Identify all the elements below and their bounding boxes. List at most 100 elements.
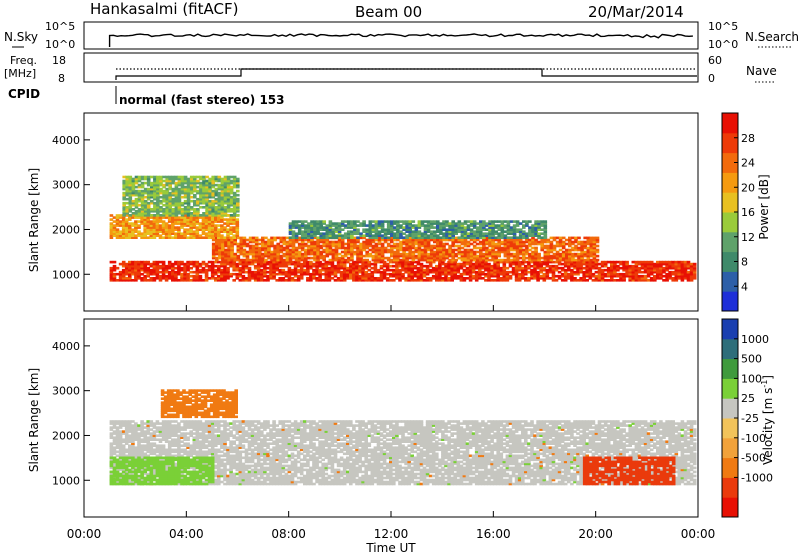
range-time-cell xyxy=(143,466,147,470)
range-time-cell xyxy=(192,232,197,235)
range-time-cell xyxy=(146,422,150,425)
range-time-cell xyxy=(347,250,351,254)
range-time-cell xyxy=(195,272,200,276)
range-time-cell xyxy=(448,226,452,229)
range-time-cell xyxy=(183,262,187,266)
range-time-cell xyxy=(143,212,148,215)
range-time-cell xyxy=(475,232,480,235)
range-time-cell xyxy=(537,234,541,237)
range-time-cell xyxy=(466,242,471,246)
range-time-cell xyxy=(310,230,314,233)
range-time-cell xyxy=(131,224,135,227)
range-time-cell xyxy=(115,234,120,237)
range-time-cell xyxy=(560,266,565,270)
range-time-cell xyxy=(208,187,212,191)
range-time-cell xyxy=(180,203,185,207)
range-time-cell xyxy=(422,270,427,274)
range-time-cell xyxy=(121,270,126,274)
range-time-cell xyxy=(291,242,296,246)
range-time-cell xyxy=(214,197,219,201)
range-time-cell xyxy=(207,268,212,272)
range-time-cell xyxy=(439,248,443,252)
range-time-cell xyxy=(189,189,194,193)
range-time-cell xyxy=(214,230,218,233)
range-time-cell xyxy=(555,258,560,262)
range-time-cell xyxy=(426,242,431,246)
range-time-cell xyxy=(417,258,422,262)
range-time-cell xyxy=(328,246,333,250)
range-time-cell xyxy=(272,262,276,266)
range-time-cell xyxy=(140,450,144,454)
range-time-cell xyxy=(334,230,339,233)
range-time-cell xyxy=(177,183,182,187)
range-time-cell xyxy=(423,240,428,244)
range-time-cell xyxy=(288,228,293,231)
range-time-cell xyxy=(205,179,209,183)
range-time-cell xyxy=(230,256,234,260)
range-time-cell xyxy=(411,258,416,262)
range-time-cell xyxy=(150,189,154,193)
range-time-cell xyxy=(229,262,233,266)
range-time-cell xyxy=(567,264,571,268)
range-time-cell xyxy=(261,240,265,244)
range-time-cell xyxy=(603,274,608,278)
range-time-cell xyxy=(563,260,568,264)
range-time-cell xyxy=(546,238,551,242)
range-time-cell xyxy=(592,250,597,254)
range-time-cell xyxy=(479,240,483,244)
range-time-cell xyxy=(128,206,133,209)
range-time-cell xyxy=(491,252,495,256)
range-time-cell xyxy=(159,175,163,179)
range-time-cell xyxy=(398,279,402,282)
range-time-cell xyxy=(423,238,428,242)
range-time-cell xyxy=(229,185,234,189)
range-time-cell xyxy=(248,236,253,240)
range-time-cell xyxy=(594,264,599,268)
range-time-cell xyxy=(583,240,587,244)
range-time-cell xyxy=(395,264,399,268)
range-time-cell xyxy=(454,238,458,242)
range-time-cell xyxy=(435,264,439,268)
range-time-cell xyxy=(342,279,347,282)
range-time-cell xyxy=(287,274,292,278)
range-time-cell xyxy=(380,220,385,223)
range-time-cell xyxy=(297,256,302,260)
range-time-cell xyxy=(423,250,428,254)
range-time-cell xyxy=(205,214,209,217)
range-time-cell xyxy=(472,220,477,223)
range-time-cell xyxy=(439,242,443,246)
range-time-cell xyxy=(137,426,141,429)
range-time-cell xyxy=(310,256,314,260)
range-time-cell xyxy=(230,244,234,248)
range-time-cell xyxy=(253,260,258,264)
range-time-cell xyxy=(420,248,425,252)
range-time-cell xyxy=(442,234,446,237)
range-time-cell xyxy=(436,234,440,237)
range-time-cell xyxy=(310,220,314,223)
range-time-cell xyxy=(549,254,554,258)
range-time-cell xyxy=(408,244,412,248)
range-time-cell xyxy=(214,218,218,221)
range-time-cell xyxy=(534,220,538,223)
range-time-cell xyxy=(481,272,485,276)
range-time-cell xyxy=(208,214,212,217)
range-time-cell xyxy=(471,266,476,270)
range-time-cell xyxy=(414,240,419,244)
range-time-cell xyxy=(282,252,287,256)
range-time-cell xyxy=(342,272,347,276)
range-time-cell xyxy=(186,264,190,268)
range-time-cell xyxy=(204,274,209,278)
range-time-cell xyxy=(333,264,338,268)
range-time-cell xyxy=(149,226,154,229)
range-time-cell xyxy=(174,260,178,264)
range-time-cell xyxy=(125,183,129,187)
range-time-cell xyxy=(425,270,430,274)
range-time-cell xyxy=(595,244,600,248)
range-time-cell xyxy=(460,228,465,231)
range-time-cell xyxy=(284,264,289,268)
range-time-cell xyxy=(146,208,151,211)
range-time-cell xyxy=(558,242,563,246)
range-time-cell xyxy=(134,201,139,205)
range-time-cell xyxy=(210,228,215,231)
range-time-cell xyxy=(500,258,505,262)
